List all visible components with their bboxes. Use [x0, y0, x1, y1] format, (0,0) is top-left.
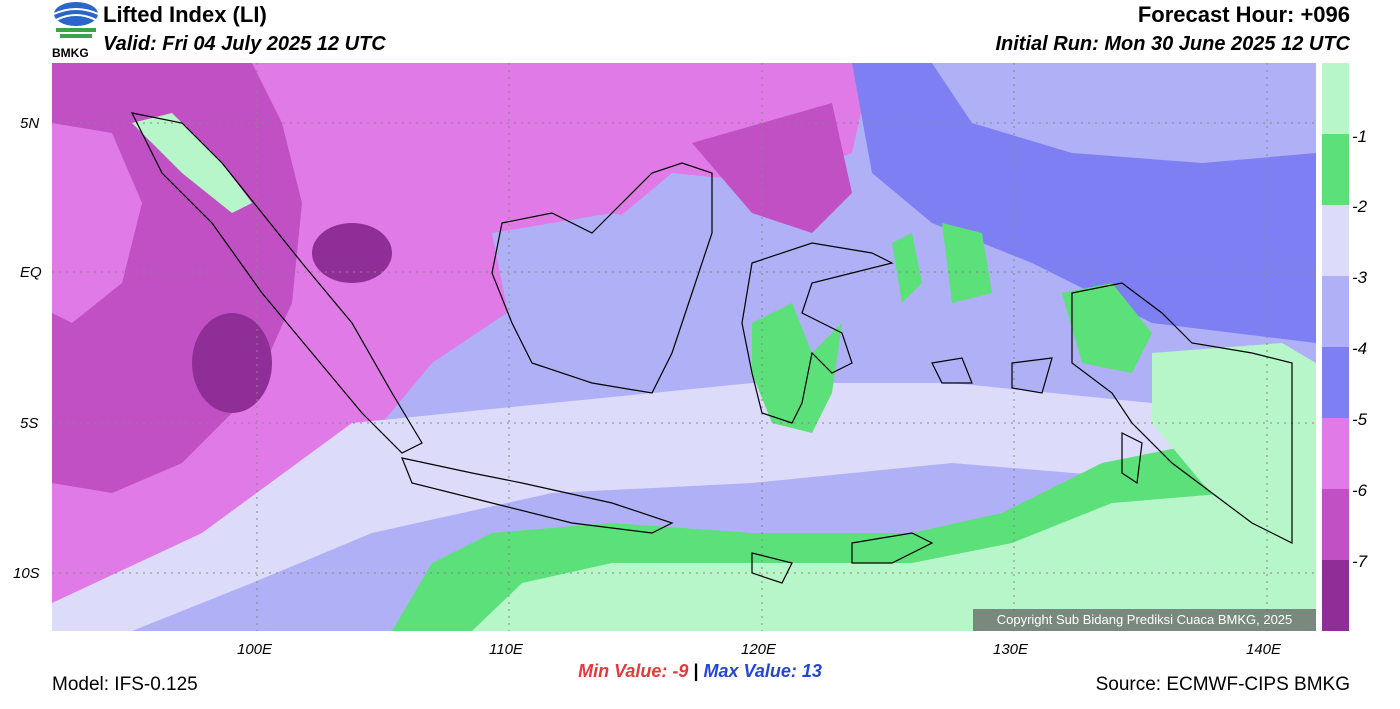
logo-text: BMKG [52, 46, 89, 60]
colorbar-label: -5 [1352, 410, 1368, 429]
lifted-index-map [52, 63, 1316, 631]
colorbar-band [1322, 134, 1349, 205]
colorbar-label: -3 [1352, 268, 1368, 287]
model-label: Model: IFS-0.125 [52, 674, 198, 695]
colorbar-label: -7 [1352, 552, 1368, 571]
colorbar-band [1322, 63, 1349, 134]
lon-label-140e: 140E [1246, 641, 1282, 658]
colorbar-band [1322, 489, 1349, 560]
lat-label-eq: EQ [20, 264, 42, 281]
colorbar-band [1322, 205, 1349, 276]
bmkg-logo [52, 0, 100, 60]
initial-run: Initial Run: Mon 30 June 2025 12 UTC [995, 33, 1350, 55]
lon-label-100e: 100E [237, 641, 273, 658]
max-value: Max Value: 13 [703, 661, 822, 681]
lat-label-5s: 5S [20, 415, 39, 432]
min-max-separator: | [693, 661, 699, 681]
colorbar-band [1322, 560, 1349, 631]
forecast-hour: Forecast Hour: +096 [1137, 2, 1350, 27]
source-label: Source: ECMWF-CIPS BMKG [1095, 674, 1350, 695]
colorbar-label: -4 [1352, 339, 1368, 358]
map-title: Lifted Index (LI) [103, 2, 267, 27]
colorbar-band [1322, 418, 1349, 489]
valid-time: Valid: Fri 04 July 2025 12 UTC [103, 33, 386, 55]
lon-label-120e: 120E [741, 641, 777, 658]
lon-label-110e: 110E [489, 641, 523, 658]
min-value: Min Value: -9 [578, 661, 689, 681]
colorbar-label: -6 [1352, 481, 1368, 500]
min-max-values: Min Value: -9 | Max Value: 13 [0, 661, 1400, 682]
colorbar [1322, 63, 1349, 631]
colorbar-label: -1 [1352, 127, 1368, 146]
colorbar-label: -2 [1352, 197, 1368, 216]
lon-label-130e: 130E [993, 641, 1029, 658]
colorbar-band [1322, 347, 1349, 418]
lat-label-5n: 5N [20, 115, 40, 132]
lat-label-10s: 10S [13, 565, 40, 582]
copyright-notice: Copyright Sub Bidang Prediksi Cuaca BMKG… [973, 609, 1316, 631]
colorbar-band [1322, 276, 1349, 347]
